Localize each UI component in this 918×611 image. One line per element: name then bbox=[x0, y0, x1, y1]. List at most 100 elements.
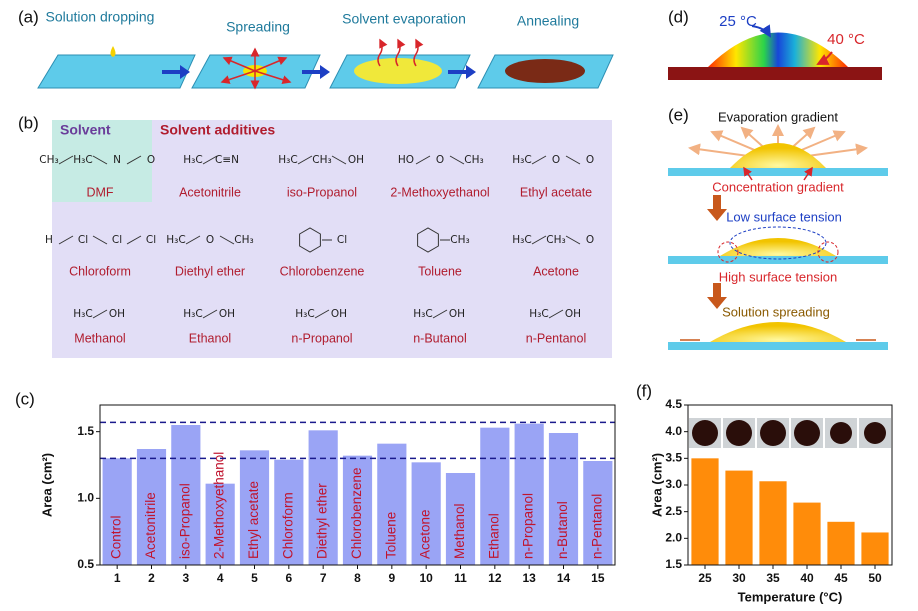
molecule-name: Chloroform bbox=[69, 264, 131, 278]
formula-fragment: O bbox=[586, 154, 594, 166]
formula-fragment: Cl bbox=[337, 234, 347, 246]
bar-label: 2-Methoxyethanol bbox=[212, 452, 227, 559]
bond bbox=[314, 309, 330, 319]
molecule-name: Acetone bbox=[533, 264, 579, 278]
bar bbox=[445, 473, 476, 565]
step-label: Annealing bbox=[517, 13, 579, 29]
photo-film bbox=[864, 422, 886, 444]
photo-film bbox=[726, 420, 752, 446]
bond bbox=[126, 155, 142, 165]
bar bbox=[171, 425, 201, 565]
formula-fragment: H₃C bbox=[512, 234, 531, 246]
step-label: Solvent evaporation bbox=[342, 11, 466, 27]
panel-label: (c) bbox=[15, 389, 35, 408]
x-tick-label: 9 bbox=[388, 571, 395, 585]
molecule-name: Methanol bbox=[74, 331, 125, 345]
bond bbox=[58, 155, 74, 165]
bar bbox=[725, 470, 753, 565]
formula-fragment: H₃C bbox=[529, 308, 548, 320]
x-tick-label: 40 bbox=[800, 571, 814, 585]
bar bbox=[827, 521, 855, 565]
photo-film bbox=[830, 422, 852, 444]
y-tick-label: 4.5 bbox=[665, 397, 682, 411]
bond bbox=[415, 155, 431, 165]
panel-label: (f) bbox=[636, 381, 652, 400]
molecule-name: Diethyl ether bbox=[175, 264, 245, 278]
plot-frame bbox=[687, 404, 893, 566]
bar bbox=[308, 430, 338, 565]
x-tick-label: 7 bbox=[320, 571, 327, 585]
formula-fragment: H₃C bbox=[413, 308, 432, 320]
bond bbox=[92, 309, 108, 319]
plates bbox=[37, 46, 614, 89]
spread-arrows bbox=[220, 38, 424, 90]
panel-label: (a) bbox=[18, 7, 39, 26]
y-tick-label: 0.5 bbox=[77, 557, 94, 571]
x-tick-label: 2 bbox=[148, 571, 155, 585]
bar-label: Acetone bbox=[418, 509, 433, 559]
bond bbox=[432, 309, 448, 319]
x-tick-label: 50 bbox=[868, 571, 882, 585]
formula-fragment: OH bbox=[109, 308, 125, 320]
bar-label: Chloroform bbox=[280, 492, 295, 559]
formula-fragment: O bbox=[147, 154, 155, 166]
formula-fragment: H₃C bbox=[183, 308, 202, 320]
formula-fragment: O bbox=[586, 234, 594, 246]
formula-fragment: C≡N bbox=[215, 154, 239, 166]
formula-fragment: H₃C bbox=[295, 308, 314, 320]
formula-fragment: CH₃ bbox=[39, 154, 58, 166]
formula-fragment: HO bbox=[398, 154, 414, 166]
bar bbox=[205, 483, 235, 565]
x-tick-label: 3 bbox=[182, 571, 189, 585]
bar bbox=[342, 455, 373, 565]
formula-fragment: N bbox=[113, 154, 121, 166]
x-tick-label: 4 bbox=[217, 571, 224, 585]
mechanism-label: Evaporation gradient bbox=[718, 109, 838, 124]
panel-label: (e) bbox=[668, 105, 689, 124]
x-axis-label: Temperature (°C) bbox=[738, 589, 843, 604]
step-label: Solution dropping bbox=[46, 9, 155, 25]
bar-label: n-Butanol bbox=[555, 501, 570, 559]
x-tick-label: 35 bbox=[766, 571, 780, 585]
photo-film bbox=[692, 420, 718, 446]
formula-fragment: CH₃ bbox=[234, 234, 253, 246]
bar bbox=[514, 423, 544, 565]
bar bbox=[793, 502, 821, 565]
formula-fragment: O bbox=[206, 234, 214, 246]
x-tick-label: 13 bbox=[522, 571, 536, 585]
formula-fragment: O bbox=[436, 154, 444, 166]
formula-fragment: O bbox=[552, 154, 560, 166]
bar bbox=[136, 449, 167, 565]
x-tick-label: 10 bbox=[419, 571, 433, 585]
y-axis-label: Area (cm²) bbox=[39, 453, 54, 517]
bond bbox=[92, 235, 108, 245]
formula-fragment: H₃C bbox=[73, 154, 92, 166]
bar bbox=[583, 461, 613, 565]
ring bbox=[299, 227, 321, 253]
mechanism-label: High surface tension bbox=[719, 269, 838, 284]
panel-label: (b) bbox=[18, 113, 39, 132]
y-tick-label: 2.0 bbox=[665, 531, 682, 545]
bar bbox=[102, 458, 132, 565]
molecule-name: n-Propanol bbox=[291, 331, 352, 345]
bar-label: n-Pentanol bbox=[589, 494, 604, 559]
molecule-name: n-Butanol bbox=[413, 331, 467, 345]
mechanism-label: Concentration gradient bbox=[712, 179, 844, 194]
formula-fragment: OH bbox=[348, 154, 364, 166]
formula-fragment: H₃C bbox=[166, 234, 185, 246]
molecule-name: iso-Propanol bbox=[287, 185, 357, 199]
x-tick-label: 5 bbox=[251, 571, 258, 585]
bar-label: iso-Propanol bbox=[177, 483, 192, 559]
x-tick-label: 8 bbox=[354, 571, 361, 585]
bond bbox=[92, 155, 108, 165]
step-arrows bbox=[162, 65, 476, 79]
bar bbox=[548, 433, 579, 565]
bar bbox=[274, 459, 304, 565]
y-tick-label: 1.5 bbox=[665, 557, 682, 571]
bond bbox=[185, 235, 201, 245]
additives-heading: Solvent additives bbox=[160, 122, 275, 138]
x-tick-label: 14 bbox=[557, 571, 571, 585]
y-tick-label: 1.0 bbox=[77, 491, 94, 505]
bond bbox=[565, 235, 581, 245]
